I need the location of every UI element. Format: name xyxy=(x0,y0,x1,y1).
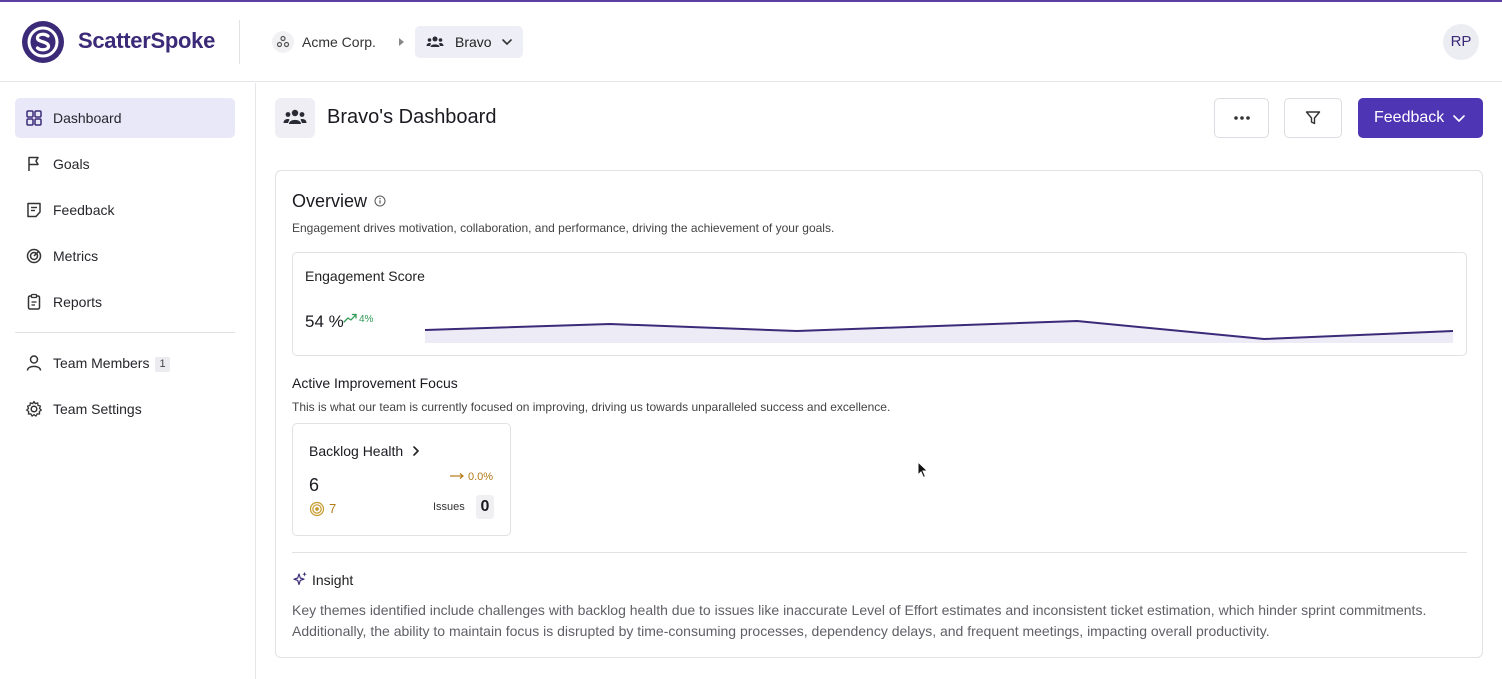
focus-target: 7 xyxy=(329,501,337,516)
arrow-right-icon xyxy=(450,473,464,479)
trend-up-icon xyxy=(343,313,357,323)
sidebar-item-team-members[interactable]: Team Members 1 xyxy=(15,343,235,383)
feedback-icon xyxy=(27,202,41,218)
breadcrumb-caret-icon xyxy=(399,38,404,46)
team-members-count-badge: 1 xyxy=(155,357,170,372)
issues-count: 0 xyxy=(476,495,494,519)
sidebar-item-feedback[interactable]: Feedback xyxy=(15,190,235,230)
app-header: ScatterSpoke Acme Corp. Bravo RP xyxy=(0,2,1502,82)
more-options-button[interactable] xyxy=(1214,98,1269,138)
user-avatar[interactable]: RP xyxy=(1443,24,1479,60)
focus-value: 6 xyxy=(309,475,320,495)
clipboard-icon xyxy=(27,293,41,310)
page-title: Bravo's Dashboard xyxy=(327,106,497,128)
sidebar-item-label: Feedback xyxy=(53,202,115,218)
team-selector-label: Bravo xyxy=(455,34,492,50)
brand-name[interactable]: ScatterSpoke xyxy=(78,28,216,53)
page-team-icon xyxy=(275,98,315,138)
overview-card: Overview Engagement drives motivation, c… xyxy=(275,170,1483,658)
sidebar-item-label: Goals xyxy=(53,156,90,172)
info-icon[interactable] xyxy=(374,195,386,207)
engagement-score-delta: 4% xyxy=(359,314,374,325)
engagement-score-title: Engagement Score xyxy=(305,268,425,284)
engagement-sparkline xyxy=(425,320,1454,343)
grid-icon xyxy=(26,110,42,126)
breadcrumb-org[interactable]: Acme Corp. xyxy=(302,34,376,50)
filter-button[interactable] xyxy=(1284,98,1342,138)
backlog-health-card[interactable]: Backlog Health 6 7 0.0% Issues 0 xyxy=(292,423,511,536)
mouse-cursor-icon xyxy=(917,461,929,479)
sidebar-item-label: Dashboard xyxy=(53,110,122,126)
top-accent-line xyxy=(0,0,1502,2)
sidebar-item-goals[interactable]: Goals xyxy=(15,144,235,184)
person-icon xyxy=(26,355,42,371)
target-icon xyxy=(309,501,325,517)
sidebar-item-dashboard[interactable]: Dashboard xyxy=(15,98,235,138)
sidebar-item-reports[interactable]: Reports xyxy=(15,282,235,322)
card-divider xyxy=(292,552,1467,553)
sidebar-item-label-wrap: Team Members 1 xyxy=(53,355,170,372)
engagement-score-card[interactable]: Engagement Score 54 % 4% xyxy=(292,252,1467,356)
chevron-right-icon xyxy=(413,446,419,456)
scatterspoke-logo-icon[interactable] xyxy=(22,21,64,63)
active-improvement-title: Active Improvement Focus xyxy=(292,375,458,391)
chevron-down-icon xyxy=(502,39,512,45)
flag-icon xyxy=(28,156,39,171)
sidebar-divider xyxy=(15,332,235,333)
metrics-icon xyxy=(26,248,42,264)
overview-description: Engagement drives motivation, collaborat… xyxy=(292,221,835,235)
sidebar-item-metrics[interactable]: Metrics xyxy=(15,236,235,276)
focus-delta: 0.0% xyxy=(468,471,494,483)
sidebar-item-label: Team Settings xyxy=(53,401,142,417)
engagement-score-value: 54 % xyxy=(305,312,344,331)
issues-label: Issues xyxy=(433,501,465,513)
sparkline-line xyxy=(425,320,1454,340)
sidebar-item-label: Reports xyxy=(53,294,103,310)
overview-title: Overview xyxy=(292,191,368,211)
org-icon[interactable] xyxy=(272,31,294,53)
insight-text: Key themes identified include challenges… xyxy=(292,602,1427,639)
more-horizontal-icon xyxy=(1233,116,1250,120)
active-improvement-description: This is what our team is currently focus… xyxy=(292,400,891,414)
focus-title: Backlog Health xyxy=(309,443,404,459)
feedback-button-label: Feedback xyxy=(1374,109,1445,126)
sidebar: Dashboard Goals Feedback Metrics Reports xyxy=(0,83,256,679)
sidebar-item-label: Metrics xyxy=(53,248,99,264)
header-divider xyxy=(239,20,240,64)
sidebar-item-team-settings[interactable]: Team Settings xyxy=(15,389,235,429)
team-icon xyxy=(426,36,444,47)
feedback-dropdown-button[interactable]: Feedback xyxy=(1358,98,1483,138)
sidebar-item-label: Team Members xyxy=(53,355,150,371)
insight-title: Insight xyxy=(312,572,354,588)
chevron-down-icon xyxy=(1453,115,1465,122)
sparkle-icon xyxy=(293,571,307,586)
sparkline-area xyxy=(425,321,1453,343)
team-selector[interactable]: Bravo xyxy=(415,26,523,58)
gear-icon xyxy=(26,400,42,417)
filter-icon xyxy=(1305,111,1321,125)
